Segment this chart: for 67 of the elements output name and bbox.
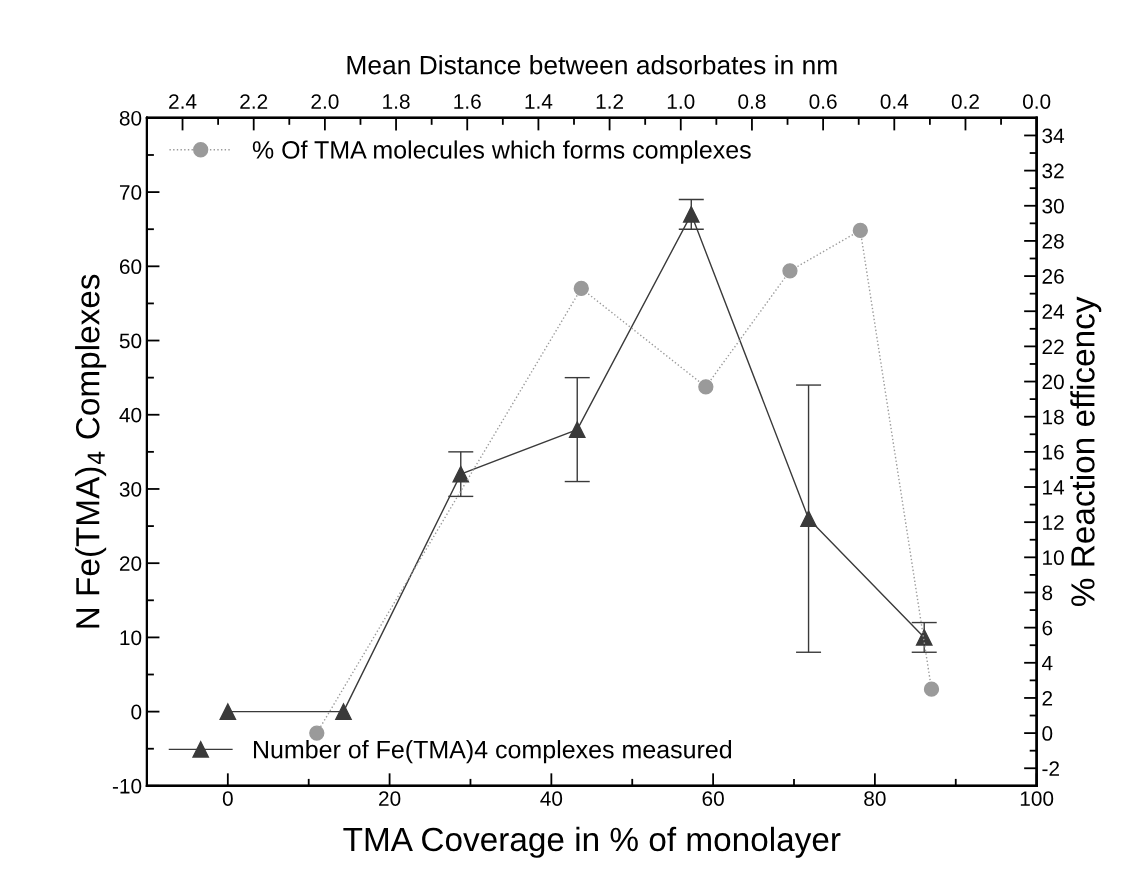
point bbox=[923, 681, 940, 697]
y2-tick-label: 34 bbox=[1042, 128, 1065, 144]
x2-tick-label: 2.2 bbox=[240, 94, 268, 109]
y2-axis-title: % Reaction efficency bbox=[1070, 296, 1102, 606]
y2-tick-label: 32 bbox=[1042, 163, 1064, 179]
y2-tick-label: 12 bbox=[1043, 515, 1064, 530]
x2-tick-label: 0.6 bbox=[809, 94, 837, 109]
x2-tick-label: 2.4 bbox=[169, 94, 197, 109]
y2-tick-label: 16 bbox=[1043, 444, 1064, 460]
y2-tick-label: 20 bbox=[1042, 374, 1064, 390]
x-tick-label: 100 bbox=[1020, 791, 1054, 806]
y-tick-label: 50 bbox=[119, 333, 142, 349]
x-tick-label: 20 bbox=[379, 791, 401, 806]
y2-tick-label: 26 bbox=[1042, 269, 1064, 284]
x-tick-label: 40 bbox=[540, 791, 563, 806]
x-tick-label: 60 bbox=[702, 791, 724, 806]
x2-tick-label: 0.4 bbox=[880, 94, 909, 109]
x-tick-label: 0 bbox=[222, 791, 233, 806]
point bbox=[568, 421, 586, 438]
y-tick-label: 20 bbox=[119, 556, 142, 571]
x2-tick-label: 1.8 bbox=[383, 94, 410, 109]
y2-tick-label: 10 bbox=[1043, 550, 1064, 566]
y2-tick-label: 6 bbox=[1042, 620, 1053, 636]
y2-tick-label: 14 bbox=[1043, 480, 1065, 495]
y-tick-label: 30 bbox=[119, 481, 142, 497]
point bbox=[335, 703, 352, 720]
y2-tick-label: 28 bbox=[1042, 233, 1064, 249]
y-tick-label: 40 bbox=[119, 407, 142, 423]
y2-tick-label: 18 bbox=[1043, 409, 1064, 425]
point bbox=[682, 206, 700, 223]
point bbox=[915, 629, 933, 646]
x-axis-title: TMA Coverage in % of monolayer bbox=[343, 826, 841, 858]
y-tick-label: 80 bbox=[119, 110, 142, 126]
x2-tick-label: 0.8 bbox=[738, 94, 766, 109]
point bbox=[698, 379, 714, 395]
y-tick-label: -10 bbox=[112, 778, 142, 794]
y-axis-title: N Fe(TMA)$_{4}$ Complexes bbox=[75, 274, 107, 628]
point bbox=[452, 465, 470, 483]
x2-tick-label: 1.4 bbox=[525, 94, 553, 109]
y-tick-label: 0 bbox=[131, 704, 142, 720]
x2-tick-label: 1.0 bbox=[667, 94, 695, 109]
y2-tick-label: 22 bbox=[1042, 339, 1064, 354]
point bbox=[573, 280, 589, 297]
y2-tick-label: 30 bbox=[1042, 198, 1064, 214]
legend-label: Number of Fe(TMA)4 complexes measured bbox=[253, 740, 732, 764]
x2-axis-title: Mean Distance between adsorbates in nm bbox=[347, 55, 837, 75]
x2-tick-label: 1.2 bbox=[596, 94, 624, 109]
y2-tick-label: 8 bbox=[1042, 585, 1053, 601]
y-tick-label: 70 bbox=[119, 185, 142, 200]
point bbox=[800, 510, 817, 527]
point bbox=[309, 725, 325, 741]
point bbox=[782, 263, 798, 279]
point bbox=[219, 703, 237, 720]
y2-tick-label: 24 bbox=[1042, 304, 1065, 319]
x-tick-label: 80 bbox=[864, 791, 886, 806]
x2-tick-label: 0.2 bbox=[951, 94, 979, 109]
y2-tick-label: -2 bbox=[1042, 761, 1059, 776]
x2-tick-label: 2.0 bbox=[311, 94, 339, 109]
x2-tick-label: 0.0 bbox=[1022, 94, 1051, 109]
y-tick-label: 60 bbox=[119, 259, 142, 275]
y2-tick-label: 0 bbox=[1042, 726, 1053, 741]
y2-tick-label: 2 bbox=[1042, 690, 1053, 706]
y2-tick-label: 4 bbox=[1041, 656, 1053, 671]
y-tick-label: 10 bbox=[120, 630, 142, 646]
x2-tick-label: 1.6 bbox=[454, 94, 481, 109]
point bbox=[852, 222, 868, 239]
legend-label: % Of TMA molecules which forms complexes bbox=[252, 140, 751, 164]
